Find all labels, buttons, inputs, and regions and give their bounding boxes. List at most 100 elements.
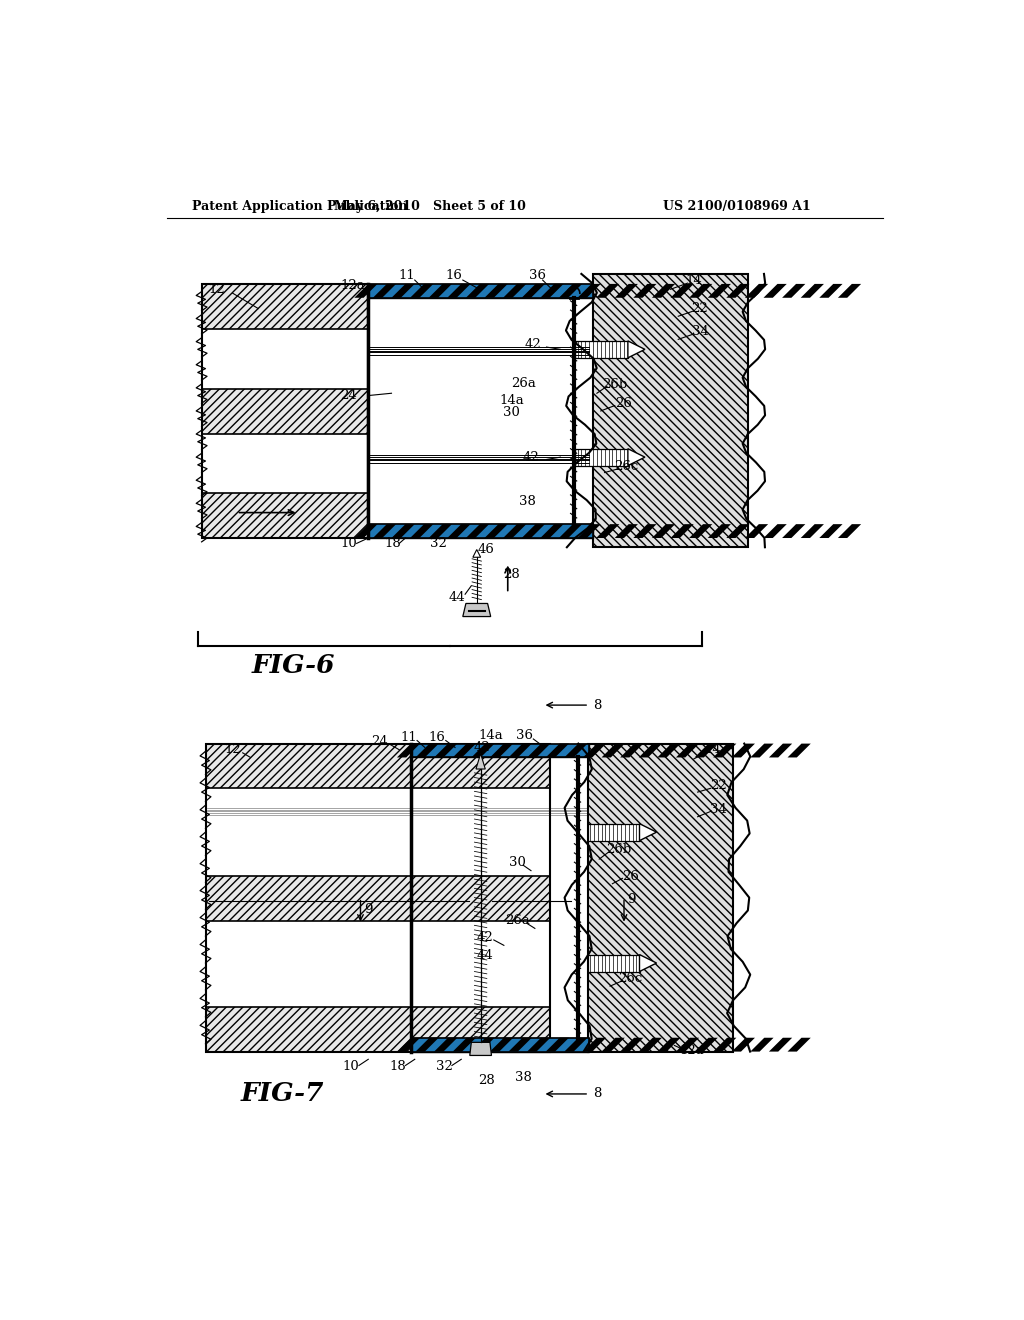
- Polygon shape: [503, 284, 526, 298]
- Text: 38: 38: [519, 495, 536, 508]
- Polygon shape: [484, 524, 508, 539]
- Text: 34: 34: [710, 803, 727, 816]
- Text: 16: 16: [428, 731, 444, 744]
- Polygon shape: [787, 1038, 811, 1052]
- Polygon shape: [434, 1038, 458, 1052]
- Polygon shape: [429, 284, 452, 298]
- Text: 14: 14: [685, 273, 702, 286]
- Text: 28: 28: [477, 1074, 495, 1088]
- Polygon shape: [640, 824, 656, 841]
- Polygon shape: [471, 1038, 495, 1052]
- Polygon shape: [471, 743, 495, 758]
- Bar: [593, 275, 748, 548]
- Polygon shape: [732, 743, 755, 758]
- Polygon shape: [466, 524, 489, 539]
- Polygon shape: [410, 284, 433, 298]
- Text: 26b: 26b: [606, 843, 631, 857]
- Polygon shape: [694, 1038, 718, 1052]
- Polygon shape: [708, 524, 731, 539]
- Polygon shape: [640, 954, 656, 972]
- Bar: [588, 743, 732, 1052]
- Text: 12a: 12a: [680, 1044, 705, 1056]
- Polygon shape: [578, 284, 601, 298]
- Polygon shape: [541, 524, 563, 539]
- Text: 26a: 26a: [506, 915, 530, 927]
- Polygon shape: [689, 284, 713, 298]
- Text: 9: 9: [628, 892, 636, 906]
- Text: 12: 12: [209, 282, 225, 296]
- Bar: [202, 494, 369, 539]
- Polygon shape: [744, 284, 768, 298]
- Text: 11: 11: [400, 731, 417, 744]
- Polygon shape: [744, 524, 768, 539]
- Polygon shape: [521, 284, 545, 298]
- Polygon shape: [628, 449, 645, 466]
- Bar: [588, 954, 640, 972]
- Text: 12: 12: [224, 743, 241, 756]
- Polygon shape: [596, 524, 620, 539]
- Polygon shape: [671, 284, 693, 298]
- Bar: [206, 876, 550, 921]
- Polygon shape: [503, 524, 526, 539]
- Polygon shape: [801, 284, 824, 298]
- Polygon shape: [657, 1038, 681, 1052]
- Polygon shape: [473, 549, 480, 557]
- Bar: [202, 284, 369, 539]
- Polygon shape: [614, 524, 638, 539]
- Polygon shape: [689, 524, 713, 539]
- Text: 22: 22: [711, 779, 727, 792]
- Polygon shape: [732, 1038, 755, 1052]
- Text: 36: 36: [528, 269, 546, 282]
- Polygon shape: [453, 1038, 476, 1052]
- Bar: [411, 743, 589, 758]
- Bar: [588, 824, 640, 841]
- Text: 26c: 26c: [618, 972, 642, 985]
- Polygon shape: [416, 1038, 438, 1052]
- Text: 26a: 26a: [511, 376, 536, 389]
- Text: 8: 8: [593, 1088, 601, 1101]
- Polygon shape: [476, 754, 485, 770]
- Bar: [411, 1038, 589, 1052]
- Text: 44: 44: [449, 591, 465, 603]
- Polygon shape: [470, 1043, 492, 1056]
- Text: 11: 11: [398, 269, 416, 282]
- Bar: [411, 1038, 589, 1052]
- Polygon shape: [447, 524, 471, 539]
- Text: 44: 44: [476, 949, 493, 962]
- Polygon shape: [489, 743, 513, 758]
- Polygon shape: [713, 1038, 736, 1052]
- Polygon shape: [564, 1038, 588, 1052]
- Polygon shape: [527, 1038, 550, 1052]
- Bar: [575, 449, 628, 466]
- Text: 46: 46: [477, 543, 495, 556]
- Polygon shape: [410, 524, 433, 539]
- Polygon shape: [559, 284, 583, 298]
- Polygon shape: [521, 524, 545, 539]
- Polygon shape: [391, 524, 415, 539]
- Polygon shape: [787, 743, 811, 758]
- Text: 14: 14: [705, 743, 722, 756]
- Text: 30: 30: [509, 857, 526, 870]
- Polygon shape: [726, 284, 750, 298]
- Text: 30: 30: [503, 407, 520, 418]
- Polygon shape: [621, 1038, 643, 1052]
- Text: 36: 36: [516, 730, 534, 742]
- Polygon shape: [559, 524, 583, 539]
- Polygon shape: [564, 743, 588, 758]
- Bar: [369, 284, 593, 298]
- Polygon shape: [453, 743, 476, 758]
- Polygon shape: [463, 603, 490, 616]
- Polygon shape: [416, 743, 438, 758]
- Polygon shape: [466, 284, 489, 298]
- Polygon shape: [447, 284, 471, 298]
- Polygon shape: [527, 743, 550, 758]
- Polygon shape: [373, 524, 396, 539]
- Text: Patent Application Publication: Patent Application Publication: [191, 199, 408, 213]
- Polygon shape: [621, 743, 643, 758]
- Polygon shape: [819, 284, 843, 298]
- Polygon shape: [751, 1038, 773, 1052]
- Text: 42: 42: [522, 450, 540, 463]
- Text: 42: 42: [476, 931, 493, 944]
- Polygon shape: [397, 743, 420, 758]
- Polygon shape: [509, 1038, 531, 1052]
